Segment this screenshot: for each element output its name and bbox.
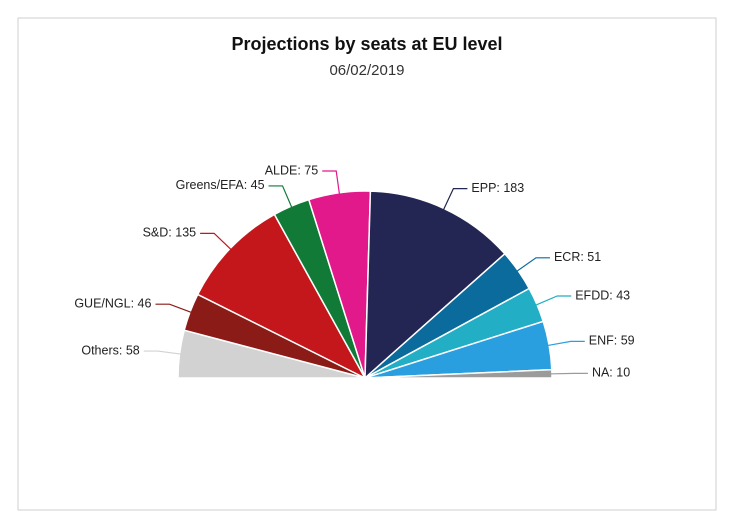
leader-line bbox=[514, 257, 550, 274]
slice-label: NA: 10 bbox=[592, 366, 630, 380]
leader-line bbox=[155, 303, 195, 314]
slice-label: Others: 58 bbox=[81, 343, 139, 357]
slice-label: EFDD: 43 bbox=[575, 288, 630, 302]
slice-label: Greens/EFA: 45 bbox=[176, 178, 265, 192]
slice-label: ALDE: 75 bbox=[265, 163, 319, 177]
chart-title: Projections by seats at EU level bbox=[231, 34, 502, 54]
slice-label: GUE/NGL: 46 bbox=[74, 296, 151, 310]
leader-line bbox=[533, 295, 572, 307]
slice-label: S&D: 135 bbox=[143, 226, 197, 240]
leader-line bbox=[200, 232, 234, 252]
slice-label: ENF: 59 bbox=[589, 334, 635, 348]
leader-line bbox=[547, 372, 588, 375]
slice-label: EPP: 183 bbox=[471, 181, 524, 195]
leader-line bbox=[143, 350, 184, 356]
leader-line bbox=[545, 340, 585, 347]
leader-line bbox=[441, 188, 468, 213]
chart-subtitle: 06/02/2019 bbox=[329, 62, 404, 79]
leader-line bbox=[268, 185, 294, 211]
leader-line bbox=[322, 170, 341, 197]
slice-label: ECR: 51 bbox=[554, 250, 601, 264]
